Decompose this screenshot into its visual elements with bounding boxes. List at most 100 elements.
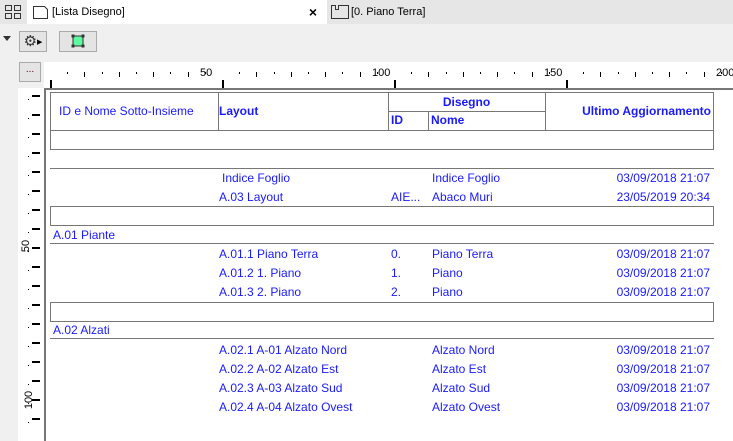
ruler-tick bbox=[290, 72, 292, 77]
ruler-tick bbox=[32, 95, 40, 97]
ruler-tick bbox=[634, 72, 636, 77]
header-updated: Ultimo Aggiornamento bbox=[582, 104, 711, 118]
date-cell: 03/09/2018 21:07 bbox=[616, 266, 710, 280]
layout-cell: Indice Foglio bbox=[222, 171, 291, 185]
id-cell: 0. bbox=[391, 247, 402, 261]
ruler-tick bbox=[32, 285, 40, 287]
id-cell: 2. bbox=[391, 285, 402, 299]
ruler-tick bbox=[222, 80, 224, 88]
ruler-tick bbox=[394, 80, 396, 88]
tab-label: [Lista Disegno] bbox=[52, 6, 125, 18]
ruler-tick bbox=[32, 361, 40, 363]
close-icon[interactable]: × bbox=[308, 4, 317, 20]
ruler-tick bbox=[136, 72, 137, 74]
ruler-label: 50 bbox=[20, 239, 33, 253]
ruler-tick bbox=[204, 72, 206, 74]
ruler-tick bbox=[32, 418, 40, 420]
name-cell: Piano Terra bbox=[432, 247, 494, 261]
ruler-tick bbox=[703, 72, 705, 77]
tab-bar: [Lista Disegno] × [0. Piano Terra] bbox=[0, 0, 733, 24]
ruler-tick bbox=[32, 152, 40, 154]
horizontal-ruler[interactable]: 50 100 150 200 bbox=[44, 62, 733, 88]
ruler-tick bbox=[617, 72, 619, 74]
ruler-tick bbox=[32, 380, 40, 382]
ruler-tick bbox=[170, 72, 172, 74]
ruler-tick bbox=[84, 72, 86, 77]
ruler-tick bbox=[32, 171, 40, 173]
name-cell: Alzato Ovest bbox=[432, 400, 501, 414]
ruler-tick bbox=[256, 72, 258, 77]
name-cell: Alzato Nord bbox=[432, 343, 495, 357]
ruler-tick bbox=[273, 72, 275, 74]
dropdown-arrow-icon[interactable] bbox=[3, 36, 11, 41]
ruler-tick bbox=[32, 399, 40, 401]
layout-cell: A.03 Layout bbox=[219, 190, 284, 204]
ruler-tick bbox=[428, 72, 430, 77]
header-drawing: Disegno bbox=[442, 95, 491, 109]
name-cell: Piano bbox=[432, 266, 463, 280]
settings-button[interactable]: ⚙ ▶ bbox=[19, 31, 47, 52]
layout-cell: A.02.2 A-02 Alzato Est bbox=[219, 362, 339, 376]
ruler-tick bbox=[497, 72, 499, 77]
play-arrow-icon: ▶ bbox=[37, 38, 43, 46]
date-cell: 03/09/2018 21:07 bbox=[616, 171, 710, 185]
header-layout: Layout bbox=[219, 104, 259, 118]
layout-cell: A.01.3 2. Piano bbox=[219, 285, 302, 299]
ruler-tick bbox=[153, 72, 155, 77]
ruler-tick bbox=[239, 72, 241, 74]
vertical-ruler[interactable]: 50 100 bbox=[18, 88, 44, 441]
ruler-tick bbox=[445, 72, 447, 74]
date-cell: 03/09/2018 21:07 bbox=[616, 343, 710, 357]
layout-cell: A.02.4 A-04 Alzato Ovest bbox=[219, 400, 353, 414]
date-cell: 03/09/2018 21:07 bbox=[616, 381, 710, 395]
group-title: A.01 Piante bbox=[53, 228, 116, 242]
more-button[interactable]: ... bbox=[19, 62, 41, 82]
gear-icon: ⚙ bbox=[23, 33, 38, 50]
layout-cell: A.01.2 1. Piano bbox=[219, 266, 302, 280]
select-frame-button[interactable] bbox=[59, 31, 97, 52]
ruler-tick bbox=[32, 190, 40, 192]
ruler-label: 50 bbox=[200, 67, 213, 79]
ruler-tick bbox=[32, 247, 40, 249]
ruler-tick bbox=[32, 209, 40, 211]
name-cell: Abaco Muri bbox=[432, 190, 493, 204]
ruler-tick bbox=[32, 133, 40, 135]
floor-plan-icon bbox=[331, 5, 349, 19]
date-cell: 23/05/2019 20:34 bbox=[616, 190, 710, 204]
ruler-tick bbox=[32, 228, 40, 230]
layout-cell: A.01.1 Piano Terra bbox=[219, 247, 319, 261]
header-id: ID bbox=[391, 113, 403, 127]
toolbar: ⚙ ▶ bbox=[0, 24, 733, 60]
ruler-tick bbox=[566, 80, 568, 88]
name-cell: Alzato Sud bbox=[432, 381, 491, 395]
ruler-tick bbox=[480, 72, 481, 74]
grid-view-icon[interactable] bbox=[5, 5, 21, 19]
ruler-tick bbox=[101, 72, 103, 74]
date-cell: 03/09/2018 21:07 bbox=[616, 247, 710, 261]
ruler-tick bbox=[308, 72, 309, 74]
header-name: Nome bbox=[431, 113, 465, 127]
ruler-tick bbox=[32, 342, 40, 344]
ruler-tick bbox=[548, 72, 550, 74]
ruler-tick bbox=[720, 72, 722, 74]
ruler-label: 100 bbox=[23, 390, 36, 410]
ruler-tick bbox=[32, 266, 40, 268]
ruler-tick bbox=[376, 72, 378, 74]
name-cell: Alzato Est bbox=[432, 362, 487, 376]
ruler-tick bbox=[462, 72, 464, 77]
layout-cell: A.02.1 A-01 Alzato Nord bbox=[219, 343, 348, 357]
ruler-tick bbox=[32, 304, 40, 306]
ruler-tick bbox=[600, 72, 602, 77]
tab-piano-terra[interactable]: [0. Piano Terra] bbox=[331, 0, 531, 24]
layout-cell: A.02.3 A-03 Alzato Sud bbox=[219, 381, 343, 395]
ruler-tick bbox=[187, 72, 189, 77]
frame-icon bbox=[71, 34, 85, 48]
ruler-tick bbox=[67, 72, 69, 74]
ruler-tick bbox=[325, 72, 327, 77]
ruler-tick bbox=[32, 323, 40, 325]
ruler-tick bbox=[514, 72, 516, 74]
tab-lista-disegno[interactable]: [Lista Disegno] × bbox=[27, 0, 327, 24]
ruler-tick bbox=[669, 72, 671, 77]
ruler-label: 200 bbox=[716, 67, 733, 79]
ruler-tick bbox=[686, 72, 688, 74]
